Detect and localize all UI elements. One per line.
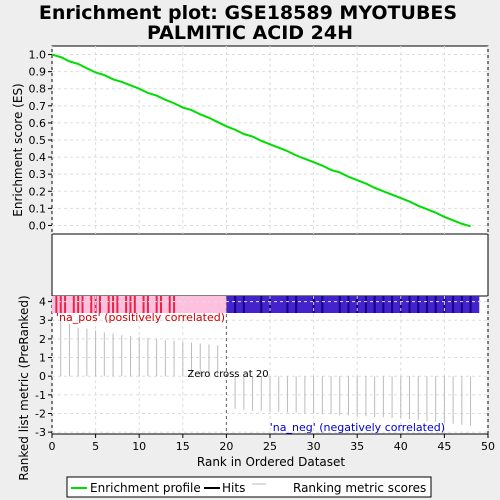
metric-y-axis-label: Ranked list metric (PreRanked) bbox=[17, 295, 31, 480]
es-y-tick-label: 0.1 bbox=[29, 202, 47, 215]
x-tick-label: 25 bbox=[263, 440, 277, 453]
neg-annotation: 'na_neg' (negatively correlated) bbox=[270, 421, 445, 434]
es-y-tick-label: 0.0 bbox=[29, 219, 47, 232]
spacer-panel bbox=[51, 233, 489, 297]
legend-ranking-label: Ranking metric scores bbox=[293, 481, 426, 495]
enrichment-profile-line bbox=[51, 53, 471, 228]
es-y-tick-label: 0.4 bbox=[29, 151, 47, 164]
es-line-group bbox=[51, 53, 471, 228]
es-y-tick-label: 0.8 bbox=[29, 83, 47, 96]
legend-hits-label: Hits bbox=[222, 481, 245, 495]
x-tick-label: 40 bbox=[394, 440, 408, 453]
x-tick-label: 5 bbox=[92, 440, 99, 453]
x-axis-label: Rank in Ordered Dataset bbox=[197, 455, 345, 469]
es-grid bbox=[51, 46, 489, 234]
x-tick-label: 20 bbox=[219, 440, 233, 453]
es-y-tick-label: 0.7 bbox=[29, 100, 47, 113]
es-y-ticks: 0.0 0.1 0.2 0.3 0.4 0.5 0.6 0.7 0.8 0.9 1.0 bbox=[29, 49, 52, 232]
es-y-tick-label: 0.5 bbox=[29, 134, 47, 147]
chart-title-line-2: PALMITIC ACID 24H bbox=[147, 22, 353, 44]
x-tick-label: 50 bbox=[481, 440, 495, 453]
x-tick-label: 35 bbox=[350, 440, 364, 453]
metric-x-ticks: 0 5 10 15 20 25 30 35 40 45 50 bbox=[49, 434, 495, 453]
es-y-tick-label: 1.0 bbox=[29, 49, 47, 62]
metric-y-tick-label: -3 bbox=[35, 426, 46, 439]
legend-enrichment-label: Enrichment profile bbox=[90, 481, 201, 495]
x-tick-label: 30 bbox=[307, 440, 321, 453]
zero-cross-annotation: Zero cross at 20 bbox=[187, 369, 268, 380]
metric-y-ticks: -3 -2 -1 0 1 2 3 4 bbox=[35, 296, 52, 439]
es-y-tick-label: 0.9 bbox=[29, 66, 47, 79]
es-y-axis-label: Enrichment score (ES) bbox=[11, 83, 25, 216]
x-tick-label: 15 bbox=[176, 440, 190, 453]
metric-y-tick-label: 3 bbox=[39, 314, 46, 327]
metric-y-tick-label: 4 bbox=[39, 296, 46, 309]
x-tick-label: 10 bbox=[132, 440, 146, 453]
pos-annotation: 'na_pos' (positively correlated) bbox=[56, 311, 225, 324]
metric-y-tick-label: 0 bbox=[39, 370, 46, 383]
metric-y-tick-label: 2 bbox=[39, 333, 46, 346]
legend: Enrichment profile Hits Ranking metric s… bbox=[66, 476, 432, 498]
metric-bars bbox=[60, 318, 472, 426]
metric-y-tick-label: -1 bbox=[35, 389, 46, 402]
es-y-tick-label: 0.2 bbox=[29, 185, 47, 198]
legend-box bbox=[66, 476, 432, 498]
es-y-tick-label: 0.3 bbox=[29, 168, 47, 181]
x-tick-label: 0 bbox=[49, 440, 56, 453]
x-tick-label: 45 bbox=[437, 440, 451, 453]
metric-y-tick-label: -2 bbox=[35, 407, 46, 420]
metric-y-tick-label: 1 bbox=[39, 352, 46, 365]
chart-title-line-1: Enrichment plot: GSE18589 MYOTUBES bbox=[39, 2, 457, 24]
es-y-tick-label: 0.6 bbox=[29, 117, 47, 130]
negative-region-band bbox=[226, 296, 480, 313]
